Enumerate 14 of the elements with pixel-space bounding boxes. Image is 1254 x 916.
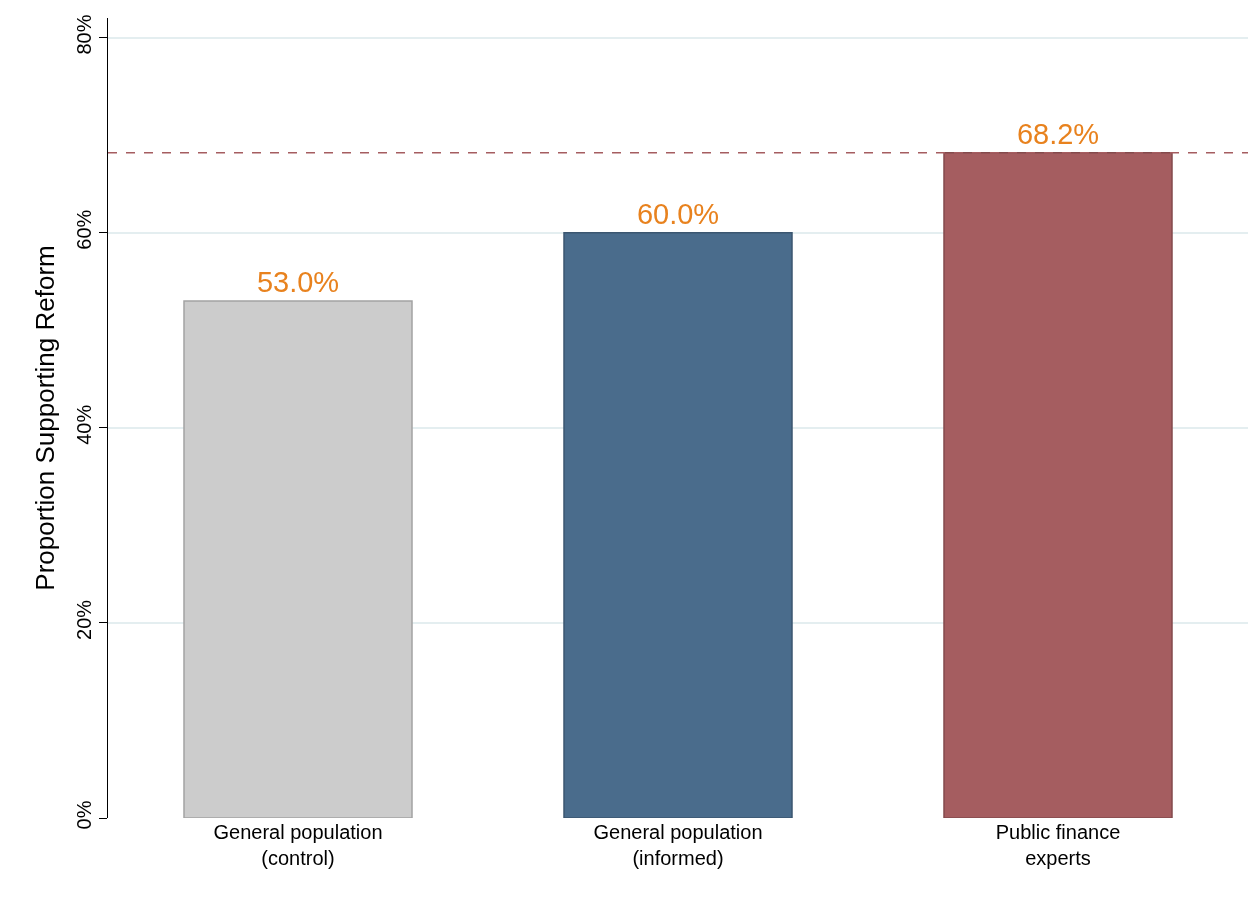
x-tick-label: General population (control) [213, 821, 383, 869]
x-tick-label: Public finance experts [995, 821, 1121, 869]
y-axis-title: Proportion Supporting Reform [30, 245, 61, 591]
y-tick-label: 20% [72, 599, 95, 640]
y-tick-label: 0% [72, 800, 95, 830]
data-label: 68.2% [1016, 117, 1100, 150]
x-tick-label: General population (informed) [593, 821, 763, 869]
y-tick-label: 80% [72, 14, 95, 55]
y-tick-label: 40% [72, 404, 95, 445]
data-label: 53.0% [256, 265, 340, 298]
data-label: 60.0% [636, 197, 720, 230]
bar [563, 231, 793, 818]
bar [183, 300, 413, 818]
y-tick-label: 60% [72, 209, 95, 250]
